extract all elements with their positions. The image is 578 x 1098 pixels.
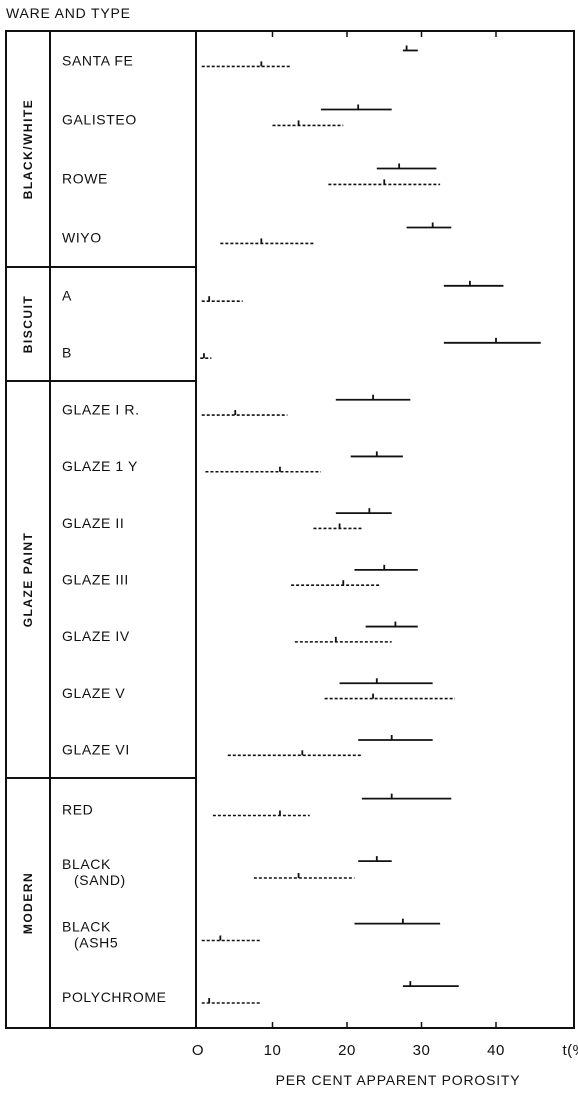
x-tick-label: 10 xyxy=(264,1042,282,1059)
type-label: A xyxy=(62,288,72,304)
type-label: GLAZE II xyxy=(62,515,124,531)
group-label: BISCUIT xyxy=(21,295,35,354)
type-labels: SANTA FE GALISTEO ROWE WIYO A B GLAZE I R. GLAZ… xyxy=(62,53,167,1005)
type-label: GLAZE 1 Y xyxy=(62,458,138,474)
type-label: GLAZE V xyxy=(62,685,125,701)
type-label: GALISTEO xyxy=(62,112,137,128)
table-frame xyxy=(5,30,575,1029)
type-label: WIYO xyxy=(62,230,102,246)
group-label: BLACK/WHITE xyxy=(21,99,35,200)
type-label: GLAZE IV xyxy=(62,628,130,644)
type-label: GLAZE III xyxy=(62,572,129,588)
type-label: SANTA FE xyxy=(62,53,133,69)
x-tick-label: 40 xyxy=(487,1042,505,1059)
type-label: GLAZE I R. xyxy=(62,401,140,417)
type-label: POLYCHROME xyxy=(62,989,167,1005)
x-tick-label: t(%) xyxy=(563,1042,578,1059)
x-tick-label: O xyxy=(192,1042,204,1059)
x-axis: O 10 20 30 40 t(%) xyxy=(192,31,578,1059)
group-label: GLAZE PAINT xyxy=(21,532,35,628)
type-label: ROWE xyxy=(62,171,108,187)
group-label: MODERN xyxy=(21,872,35,934)
group-labels: BLACK/WHITE BISCUIT GLAZE PAINT MODERN xyxy=(21,99,35,934)
range-bars xyxy=(200,45,541,1004)
x-axis-title: PER CENT APPARENT POROSITY xyxy=(276,1072,521,1088)
type-label: RED xyxy=(62,801,93,817)
x-tick-label: 30 xyxy=(413,1042,431,1059)
type-label: BLACK (ASH5 xyxy=(62,918,118,950)
type-label: GLAZE VI xyxy=(62,742,130,758)
type-label: BLACK (SAND) xyxy=(62,856,126,888)
x-tick-label: 20 xyxy=(338,1042,356,1059)
type-label: B xyxy=(62,345,72,361)
column-header: WARE AND TYPE xyxy=(6,5,131,21)
